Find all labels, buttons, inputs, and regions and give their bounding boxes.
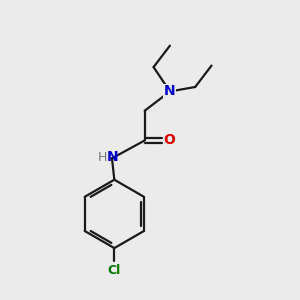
Text: N: N bbox=[107, 150, 118, 164]
Text: Cl: Cl bbox=[108, 264, 121, 278]
Text: N: N bbox=[164, 84, 176, 98]
Text: O: O bbox=[164, 134, 176, 148]
Text: H: H bbox=[98, 151, 107, 164]
